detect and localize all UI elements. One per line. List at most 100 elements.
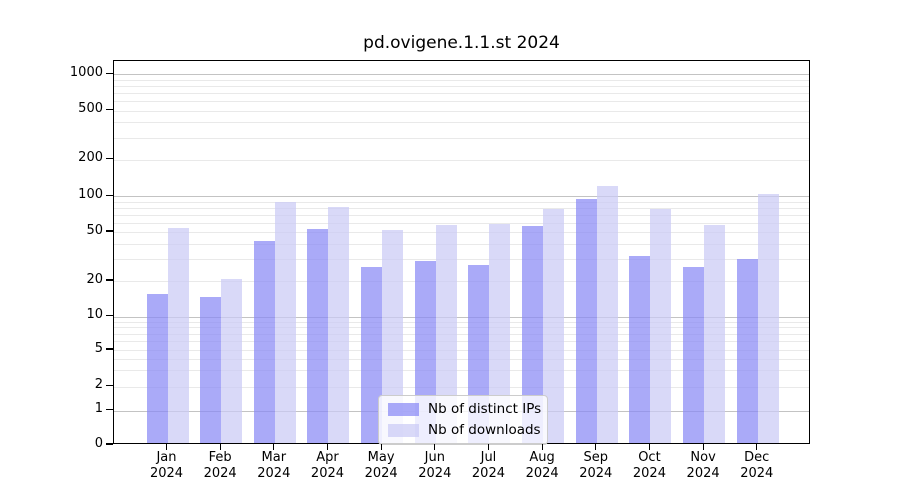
x-tick-year: 2024	[149, 466, 184, 481]
bar-downloads-jul	[489, 224, 511, 443]
y-tick-label: 50	[86, 222, 103, 238]
x-tick-month: Feb	[208, 450, 232, 465]
bar-distinct-ips-sep	[575, 198, 597, 443]
bar-downloads-nov	[704, 225, 726, 443]
y-gridline-minor	[114, 358, 809, 360]
bar-downloads-sep	[596, 185, 618, 443]
y-tick-mark	[106, 279, 113, 281]
y-gridline-minor	[114, 333, 809, 335]
x-tick-label-sep: Sep 2024	[566, 450, 626, 482]
x-tick-label-aug: Aug 2024	[512, 450, 572, 482]
y-gridline-minor	[114, 321, 809, 323]
y-gridline-minor	[114, 341, 809, 343]
y-tick-mark	[106, 348, 113, 350]
y-tick-mark	[106, 194, 113, 196]
x-tick-month: Dec	[744, 450, 770, 465]
x-tick-month: Apr	[316, 450, 339, 465]
x-tick-mark	[541, 444, 543, 450]
y-gridline-minor	[114, 137, 809, 139]
legend-label-downloads: Nb of downloads	[428, 422, 541, 438]
bar-downloads-apr	[328, 207, 350, 443]
x-tick-label-nov: Nov 2024	[673, 450, 733, 482]
x-tick-label-apr: Apr 2024	[297, 450, 357, 482]
x-tick-year: 2024	[310, 466, 345, 481]
y-tick-mark	[106, 408, 113, 411]
bar-distinct-ips-nov	[683, 267, 705, 443]
x-tick-year: 2024	[525, 466, 559, 481]
bar-distinct-ips-apr	[307, 228, 329, 443]
y-gridline-minor	[114, 232, 809, 233]
x-tick-label-jan: Jan 2024	[137, 450, 197, 482]
y-tick-mark	[106, 443, 113, 445]
bar-distinct-ips-feb	[200, 297, 222, 443]
x-tick-year: 2024	[686, 466, 720, 481]
x-tick-year: 2024	[579, 466, 613, 481]
y-gridline-minor	[114, 386, 809, 388]
x-tick-label-mar: Mar 2024	[244, 450, 304, 482]
y-gridline-minor	[114, 222, 809, 224]
bar-distinct-ips-jan	[146, 293, 168, 443]
y-gridline-minor	[114, 350, 809, 351]
x-tick-mark	[702, 444, 704, 450]
x-tick-mark	[434, 444, 436, 450]
y-tick-label: 5	[94, 340, 103, 356]
y-gridline-minor	[114, 370, 809, 372]
bar-distinct-ips-oct	[629, 255, 651, 443]
bar-downloads-mar	[274, 202, 296, 443]
x-tick-mark	[165, 444, 168, 450]
x-tick-mark	[326, 444, 329, 450]
x-tick-month: Aug	[529, 450, 555, 465]
y-gridline-minor	[114, 79, 809, 81]
y-tick-mark	[106, 108, 113, 111]
x-tick-year: 2024	[364, 466, 398, 481]
y-tick-label: 100	[78, 186, 103, 202]
legend-label-distinct-ips: Nb of distinct IPs	[428, 401, 542, 417]
x-tick-year: 2024	[418, 466, 452, 481]
x-tick-mark	[273, 444, 275, 450]
y-gridline-major	[114, 196, 809, 198]
x-tick-label-oct: Oct 2024	[619, 450, 679, 482]
x-tick-label-jul: Jul 2024	[458, 450, 518, 482]
y-gridline-minor	[114, 281, 809, 282]
bar-distinct-ips-dec	[736, 259, 758, 443]
x-tick-year: 2024	[203, 466, 237, 481]
y-gridline-minor	[114, 100, 809, 102]
y-gridline-minor	[114, 159, 809, 161]
y-tick-mark	[106, 72, 113, 74]
y-gridline-minor	[114, 201, 809, 203]
x-tick-mark	[756, 444, 758, 450]
x-tick-mark	[219, 444, 221, 450]
y-tick-label: 20	[86, 271, 103, 287]
y-tick-mark	[106, 385, 113, 387]
x-tick-mark	[595, 444, 597, 450]
y-tick-mark	[106, 230, 113, 232]
bar-downloads-oct	[650, 209, 672, 443]
legend: Nb of distinct IPs Nb of downloads	[378, 395, 548, 445]
x-tick-mark	[380, 444, 382, 450]
bar-downloads-jun	[435, 225, 457, 443]
bar-downloads-may	[382, 230, 404, 443]
bar-distinct-ips-aug	[522, 226, 544, 443]
y-gridline-minor	[114, 85, 809, 87]
x-tick-label-may: May 2024	[351, 450, 411, 482]
bar-downloads-feb	[221, 279, 243, 443]
x-tick-month: May	[367, 450, 395, 465]
x-tick-month: Nov	[690, 450, 716, 465]
y-tick-label: 2	[94, 377, 103, 393]
y-gridline-minor	[114, 92, 809, 94]
x-tick-mark	[487, 444, 490, 450]
bar-distinct-ips-may	[361, 267, 383, 443]
x-tick-month: Jul	[480, 450, 497, 465]
y-gridline-minor	[114, 259, 809, 261]
y-gridline-minor	[114, 327, 809, 329]
y-tick-label: 200	[78, 150, 103, 165]
x-tick-year: 2024	[257, 466, 291, 481]
x-tick-month: Jun	[424, 450, 445, 465]
y-tick-label: 1000	[69, 64, 103, 80]
y-gridline-minor	[114, 207, 809, 209]
y-tick-label: 0	[94, 435, 103, 451]
y-tick-mark	[106, 157, 113, 160]
bar-downloads-jan	[167, 227, 189, 443]
x-tick-label-feb: Feb 2024	[190, 450, 250, 482]
